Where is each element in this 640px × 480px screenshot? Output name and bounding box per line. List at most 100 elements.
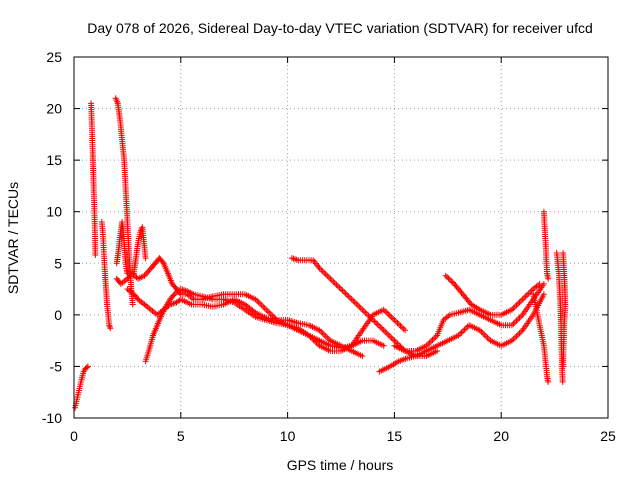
data-point-track-h [134,295,140,302]
data-point-track-g [145,268,152,275]
data-point-track-d [129,301,136,308]
data-point-track-l [515,316,521,323]
data-point-track-j [354,302,361,309]
data-point-track-j [333,281,340,288]
data-point-track-j [373,320,380,326]
data-point-track-q [560,363,567,370]
data-point-track-g [263,306,270,313]
data-point-track-j [351,299,358,306]
data-point-track-m [516,299,523,306]
axis-ticks [73,56,609,419]
x-tick-label: 25 [600,428,616,444]
data-point-track-m [515,300,521,307]
data-point-track-b [92,252,99,258]
y-tick-label: 25 [46,49,62,65]
data-point-track-j [383,330,390,337]
x-tick-label: 20 [493,428,509,444]
y-tick-label: -10 [42,410,62,426]
data-point-track-p [559,378,566,385]
data-point-track-j [350,297,357,304]
data-point-track-m [448,278,455,285]
x-tick-label: 15 [387,428,403,444]
data-point-track-i [170,292,177,299]
data-point-track-j [434,348,441,354]
y-tick-label: 5 [54,255,62,271]
tick-labels: 0 5 10 15 20 25 -10 -5 0 5 10 15 20 25 [42,49,616,444]
data-point-track-o [545,275,552,282]
data-point-track-a [83,364,90,371]
data-point-track-l [428,338,434,345]
data-point-track-g [324,334,331,341]
data-point-track-g [261,305,268,312]
data-point-track-k [516,330,523,337]
data-point-track-i [385,311,392,318]
data-point-track-j [374,321,381,328]
grid [74,57,608,418]
data-point-track-j [348,296,355,303]
data-point-track-n [545,378,552,385]
y-tick-label: 20 [46,101,62,117]
x-axis-label: GPS time / hours [287,457,394,473]
data-point-track-m [445,275,452,282]
data-point-track-j [338,286,344,293]
data-point-track-j [379,325,386,332]
data-point-track-i [382,308,389,315]
data-points [72,95,569,411]
data-point-track-j [342,290,349,297]
data-point-track-g [260,303,267,310]
data-point-track-g [255,299,262,306]
data-point-track-j [385,331,392,338]
data-point-track-j [319,268,326,275]
data-point-track-j [324,272,331,279]
data-point-track-j [380,327,387,334]
data-point-track-k [479,330,486,337]
data-point-track-l [516,314,523,321]
data-point-track-m [521,294,528,301]
data-point-track-j [386,333,393,340]
data-point-track-k [515,331,521,338]
data-point-track-a [84,363,91,370]
data-point-track-g [321,331,328,338]
plot-frame [73,56,609,419]
data-point-track-m [449,279,456,286]
data-point-track-j [353,300,360,307]
data-point-track-k [461,326,468,333]
data-point-track-j [322,271,329,278]
data-point-track-m [446,276,453,283]
data-point-track-f [142,255,149,262]
data-point-track-j [360,308,367,315]
data-point-track-k [540,291,547,298]
data-point-track-j [321,269,328,276]
data-point-track-m [522,293,529,300]
x-tick-label: 0 [70,428,78,444]
data-point-track-c [107,325,114,332]
data-point-track-k [481,331,488,338]
y-tick-label: -5 [50,358,63,374]
y-tick-label: 10 [46,204,62,220]
y-tick-label: 0 [54,307,62,323]
data-point-track-l [510,320,517,327]
data-point-track-g [322,333,329,340]
data-point-track-j [362,309,369,316]
data-point-track-m [442,272,449,279]
data-point-track-i [396,321,402,328]
data-point-track-l [426,339,433,346]
data-point-track-h [380,342,387,349]
data-point-track-i [397,322,404,329]
data-point-track-j [325,274,332,281]
data-point-track-i [391,317,398,323]
y-tick-label: 15 [46,152,62,168]
data-point-track-j [382,328,389,335]
data-point-track-j [356,303,363,310]
x-tick-label: 10 [280,428,296,444]
y-axis-label: SDTVAR / TECUs [5,182,21,294]
data-point-track-m [444,274,451,280]
data-point-track-g [319,330,326,337]
data-point-track-m [536,280,543,287]
data-point-track-g [359,353,366,360]
x-tick-label: 5 [177,428,185,444]
data-point-track-m [528,287,535,294]
data-point-track-g [264,308,271,315]
chart-title: Day 078 of 2026, Sidereal Day-to-day VTE… [87,20,593,36]
